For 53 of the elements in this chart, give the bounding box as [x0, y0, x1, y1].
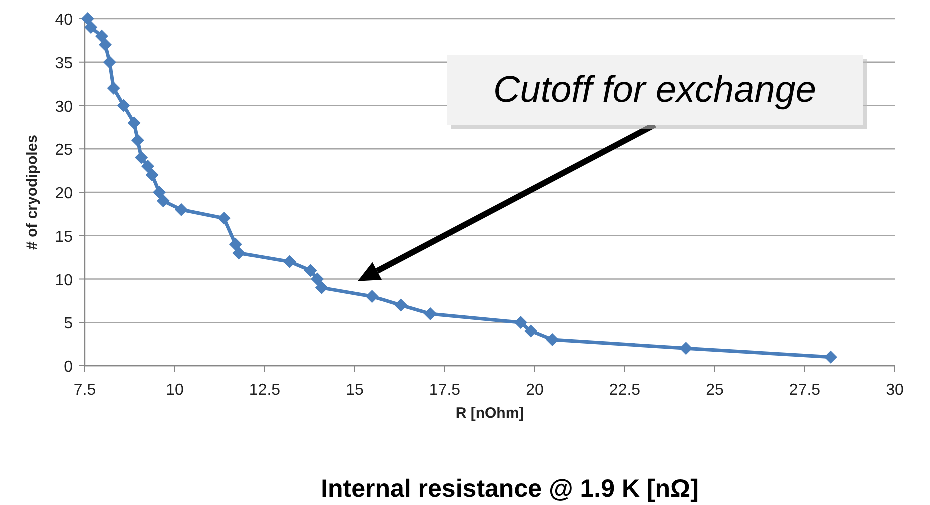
x-tick-label: 15: [346, 382, 364, 399]
point: [142, 160, 154, 173]
x-axis-title: R [nOhm]: [456, 405, 524, 422]
y-tick-label: 20: [55, 186, 74, 202]
x-tick-label: 30: [886, 382, 904, 399]
point: [135, 151, 148, 164]
point: [824, 350, 838, 364]
point: [424, 307, 438, 320]
y-tick-label: 5: [64, 316, 74, 333]
y-tick-label: 35: [55, 55, 74, 72]
point: [311, 272, 324, 286]
point: [95, 30, 108, 43]
x-tick-label: 12.5: [249, 382, 281, 399]
point: [680, 342, 693, 356]
point: [153, 186, 166, 199]
x-tick-label: 17.5: [429, 382, 461, 399]
y-tick-label: 40: [55, 12, 74, 29]
point: [232, 246, 246, 260]
point: [99, 38, 112, 52]
point: [174, 203, 188, 216]
x-tick-label: 20: [526, 382, 544, 399]
point: [81, 12, 94, 26]
point: [128, 116, 141, 130]
point: [524, 324, 538, 338]
point: [283, 255, 296, 268]
point: [103, 56, 116, 69]
y-tick-label: 30: [55, 98, 74, 116]
x-tick-label: 10: [166, 382, 184, 399]
x-tick-label: 7.5: [74, 382, 96, 399]
point: [304, 264, 318, 278]
point: [156, 194, 170, 208]
point: [131, 134, 144, 147]
y-tick-label: 25: [55, 142, 74, 160]
annotation: Cutoff for exchange: [494, 69, 816, 110]
point: [546, 333, 560, 346]
point: [366, 290, 379, 304]
y-axis-title: # of cryodipoles: [24, 134, 41, 250]
point: [514, 316, 528, 330]
point: [107, 82, 120, 95]
point: [394, 298, 408, 312]
point: [117, 99, 130, 112]
x-tick-label: 25: [706, 382, 724, 399]
x-tick-label: 22.5: [609, 382, 641, 399]
y-tick-label: 0: [64, 359, 74, 376]
point: [146, 168, 159, 182]
point: [315, 281, 328, 294]
point: [229, 238, 242, 252]
text: Internal resistance @ 1.9 K [nΩ]: [321, 475, 699, 503]
x-tick-label: 27.5: [789, 382, 821, 399]
point: [84, 21, 98, 34]
y-tick-label: 15: [55, 228, 74, 246]
point: [218, 212, 231, 226]
y-tick-label: 10: [55, 272, 74, 290]
